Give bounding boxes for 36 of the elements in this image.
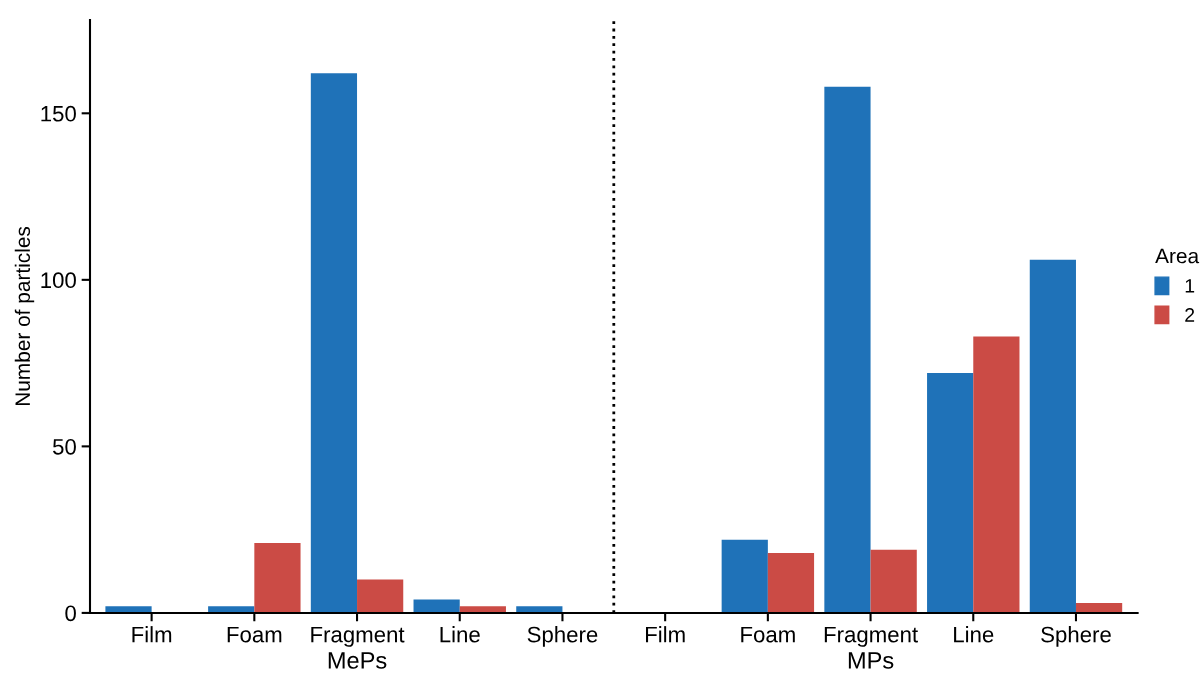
bar xyxy=(973,336,1020,613)
bar xyxy=(208,606,255,613)
x-tick-label: Film xyxy=(132,626,172,643)
x-tick-label: Film xyxy=(646,626,685,643)
bar xyxy=(413,599,460,613)
bar xyxy=(1029,259,1076,613)
legend-label: 1 xyxy=(1185,279,1195,293)
legend-title: Area xyxy=(1155,248,1200,264)
bar xyxy=(516,606,563,613)
bar xyxy=(1075,602,1123,613)
bar xyxy=(254,542,301,613)
x-tick-label: Line xyxy=(440,626,480,643)
bar xyxy=(105,606,152,613)
bar xyxy=(927,373,974,613)
x-tick-label: Foam xyxy=(741,626,795,643)
x-tick-label: Sphere xyxy=(527,626,598,647)
y-tick-label: 150 xyxy=(41,105,76,122)
y-tick-label: 100 xyxy=(41,272,76,289)
text: MePs xyxy=(328,652,387,669)
x-tick-label: Line xyxy=(954,626,994,643)
bar xyxy=(310,73,358,613)
x-tick-label: Fragment xyxy=(824,626,918,647)
y-tick-label: 50 xyxy=(52,438,76,455)
x-tick-label: Foam xyxy=(227,626,282,643)
bar xyxy=(459,606,506,613)
bar xyxy=(357,579,404,613)
y-axis-title: Number of particles xyxy=(14,226,35,406)
bar xyxy=(721,539,768,613)
x-tick-label: Sphere xyxy=(1041,626,1111,647)
x-tick-label: Fragment xyxy=(311,626,405,647)
legend-label: 2 xyxy=(1185,308,1195,322)
y-tick-label: 0 xyxy=(65,605,76,622)
text: MPs xyxy=(848,652,894,669)
bar xyxy=(767,552,815,613)
bar xyxy=(824,86,871,613)
bar xyxy=(870,549,917,613)
